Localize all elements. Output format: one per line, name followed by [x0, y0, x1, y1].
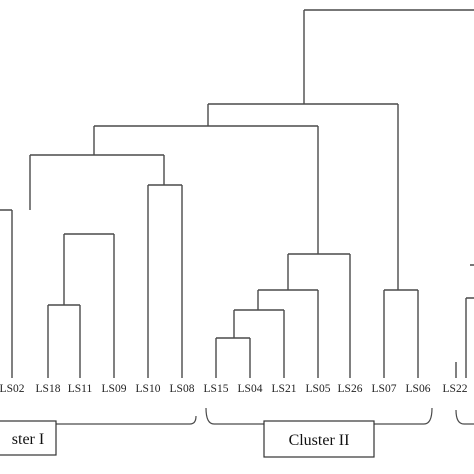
- leaf-label: LS18: [36, 383, 61, 395]
- link-group-a: [93, 125, 319, 254]
- leaf-label: LS09: [102, 383, 127, 395]
- bracket-cluster-i: [0, 415, 197, 425]
- link-right-edge: [455, 264, 474, 378]
- link-root: [303, 9, 474, 104]
- cluster-ii-label: Cluster II: [289, 432, 350, 449]
- leaf-label: LS05: [306, 383, 331, 395]
- leaf-label: LS02: [0, 383, 25, 395]
- link-left-sub: [0, 209, 13, 378]
- leaf-label: LS22: [443, 383, 468, 395]
- cluster-ii-box: [263, 420, 375, 458]
- leaf-label: LS04: [238, 383, 263, 395]
- link-ls18-ls11: [47, 304, 81, 378]
- link-ls10-ls08: [147, 184, 183, 378]
- link-cluster-ii-mid: [257, 289, 319, 378]
- link-cluster-ii-top: [287, 253, 351, 378]
- leaf-label: LS08: [170, 383, 195, 395]
- dendrogram-links: [0, 9, 474, 378]
- leaf-labels: LS02 LS18 LS11 LS09 LS10 LS08 LS15 LS04 …: [0, 383, 468, 395]
- leaf-label: LS11: [68, 383, 93, 395]
- cluster-i-label-group: ster I: [0, 420, 57, 456]
- link-main: [207, 103, 399, 290]
- cluster-i-box: [0, 420, 57, 456]
- leaf-label: LS21: [272, 383, 297, 395]
- leaf-label: LS06: [406, 383, 431, 395]
- link-cluster-i: [29, 154, 165, 210]
- leaf-label: LS07: [372, 383, 397, 395]
- link-mid-sub: [63, 233, 115, 378]
- link-cluster-ii-low: [233, 309, 285, 378]
- cluster-brackets: [0, 407, 474, 425]
- leaf-label: LS10: [136, 383, 161, 395]
- leaf-label: LS26: [338, 383, 363, 395]
- link-ls15-ls04: [215, 337, 251, 378]
- link-ls07-ls06: [383, 289, 419, 378]
- leaf-label: LS15: [204, 383, 229, 395]
- bracket-right-edge: [455, 409, 474, 425]
- cluster-i-label: ster I: [12, 431, 44, 448]
- cluster-ii-label-group: Cluster II: [263, 420, 375, 458]
